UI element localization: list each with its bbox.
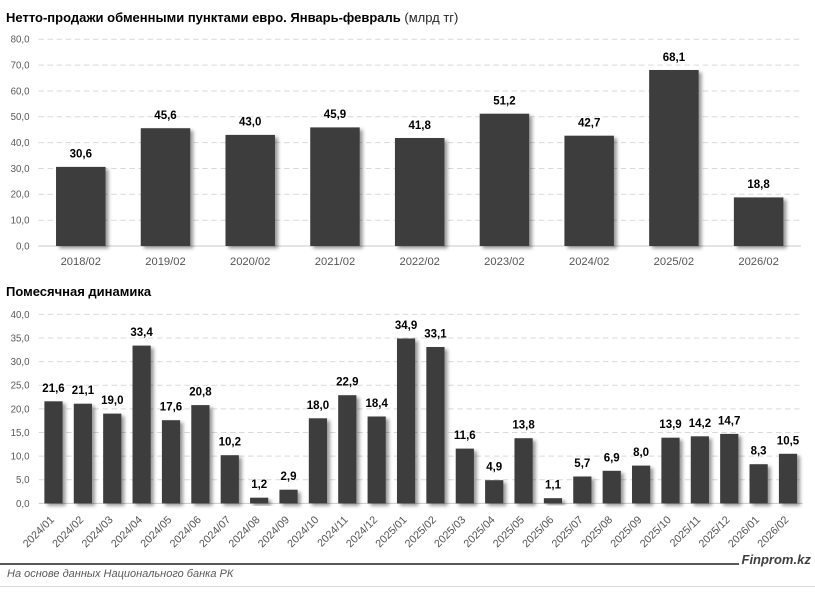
svg-text:18,8: 18,8	[747, 179, 770, 191]
svg-text:40,0: 40,0	[11, 138, 30, 149]
svg-text:2021/02: 2021/02	[315, 256, 355, 268]
svg-text:33,4: 33,4	[130, 327, 153, 339]
svg-text:15,0: 15,0	[11, 428, 30, 439]
svg-text:11,6: 11,6	[454, 430, 476, 442]
svg-text:10,2: 10,2	[219, 437, 241, 449]
svg-text:4,9: 4,9	[486, 462, 502, 474]
svg-text:21,1: 21,1	[72, 385, 95, 397]
svg-text:80,0: 80,0	[11, 35, 30, 46]
svg-text:2024/02: 2024/02	[569, 256, 609, 268]
svg-text:13,9: 13,9	[659, 419, 681, 431]
svg-text:18,0: 18,0	[307, 400, 329, 412]
svg-text:21,6: 21,6	[42, 383, 64, 395]
svg-text:43,0: 43,0	[239, 117, 261, 129]
svg-text:2025/02: 2025/02	[654, 256, 694, 268]
svg-text:2023/02: 2023/02	[484, 256, 524, 268]
svg-text:14,2: 14,2	[689, 418, 711, 430]
svg-text:30,0: 30,0	[11, 164, 30, 175]
svg-text:70,0: 70,0	[11, 61, 30, 72]
svg-text:45,6: 45,6	[154, 110, 176, 122]
svg-text:10,0: 10,0	[11, 452, 30, 463]
svg-text:0,0: 0,0	[16, 499, 30, 510]
svg-text:10,0: 10,0	[11, 216, 30, 227]
svg-text:30,6: 30,6	[70, 149, 92, 161]
svg-text:19,0: 19,0	[101, 395, 123, 407]
svg-text:8,0: 8,0	[633, 447, 649, 459]
svg-text:2026/02: 2026/02	[738, 256, 778, 268]
svg-text:42,7: 42,7	[578, 117, 600, 129]
svg-text:2019/02: 2019/02	[145, 256, 185, 268]
svg-text:1,1: 1,1	[545, 480, 562, 492]
svg-text:10,5: 10,5	[777, 435, 800, 447]
svg-text:68,1: 68,1	[663, 52, 686, 64]
svg-text:20,0: 20,0	[11, 404, 30, 415]
svg-text:0,0: 0,0	[16, 241, 30, 252]
svg-text:20,8: 20,8	[189, 387, 212, 399]
svg-text:6,9: 6,9	[604, 452, 620, 464]
svg-text:41,8: 41,8	[409, 120, 432, 132]
svg-text:34,9: 34,9	[395, 320, 417, 332]
svg-text:40,0: 40,0	[11, 310, 30, 321]
svg-text:2,9: 2,9	[281, 471, 297, 483]
svg-text:45,9: 45,9	[324, 109, 346, 121]
svg-text:13,8: 13,8	[512, 420, 535, 432]
svg-text:51,2: 51,2	[493, 96, 515, 108]
svg-text:5,7: 5,7	[574, 458, 590, 470]
svg-text:22,9: 22,9	[336, 377, 358, 389]
svg-text:35,0: 35,0	[11, 333, 30, 344]
svg-text:2022/02: 2022/02	[399, 256, 439, 268]
svg-text:17,6: 17,6	[160, 402, 182, 414]
svg-text:5,0: 5,0	[16, 475, 30, 486]
svg-text:20,0: 20,0	[11, 190, 30, 201]
svg-text:18,4: 18,4	[366, 398, 389, 410]
svg-text:25,0: 25,0	[11, 381, 30, 392]
svg-text:30,0: 30,0	[11, 357, 30, 368]
svg-text:2020/02: 2020/02	[230, 256, 270, 268]
svg-text:33,1: 33,1	[424, 329, 447, 341]
svg-text:1,2: 1,2	[251, 479, 267, 491]
svg-text:14,7: 14,7	[718, 415, 740, 427]
svg-text:2018/02: 2018/02	[61, 256, 101, 268]
svg-text:60,0: 60,0	[11, 86, 30, 97]
svg-text:50,0: 50,0	[11, 112, 30, 123]
svg-text:8,3: 8,3	[751, 446, 767, 458]
